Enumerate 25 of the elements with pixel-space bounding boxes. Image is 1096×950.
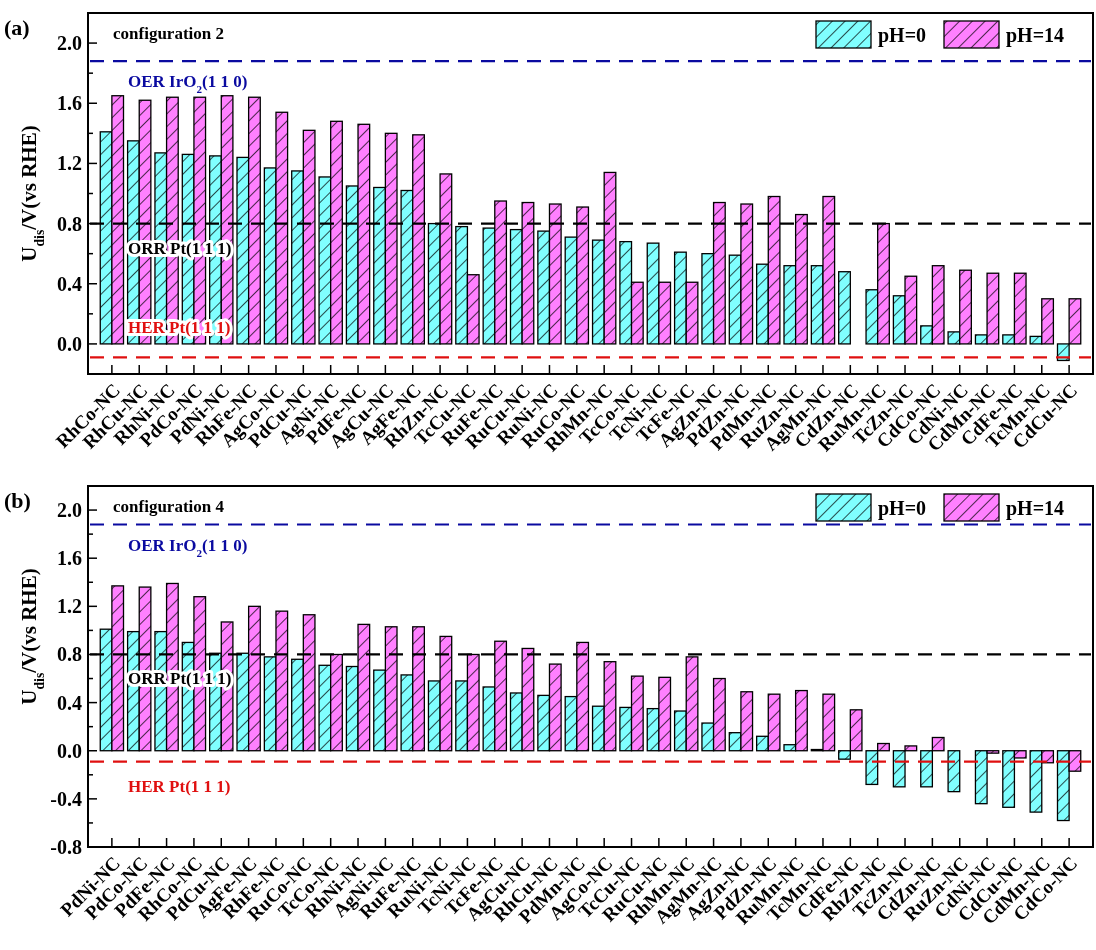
y-tick-label: -0.8 [50, 836, 82, 858]
y-tick-label: 1.6 [57, 547, 82, 570]
y-tick-label: 1.6 [57, 92, 82, 115]
text: (a) [4, 15, 30, 40]
y-tick-label: 2.0 [57, 499, 82, 522]
y-tick-label: 0.4 [57, 691, 82, 714]
ref-line-label: OER IrO$_{2}$(1 1 0) [128, 535, 248, 559]
text: (b) [4, 488, 31, 513]
ref-line-label: HER Pt(1 1 1) [128, 776, 231, 796]
y-tick-label: 0.8 [57, 212, 82, 235]
y-tick-label: 0.0 [57, 332, 82, 355]
y-tick-label: 0.0 [57, 739, 82, 762]
y-tick-label: 1.2 [57, 152, 82, 175]
legend-label: pH=0 [878, 497, 927, 520]
legend-label: pH=0 [878, 24, 927, 47]
ref-line-label: OER IrO$_{2}$(1 1 0) [128, 72, 248, 96]
y-tick-label: 2.0 [57, 32, 82, 55]
text: configuration 4 [113, 497, 225, 516]
legend-label: pH=14 [1006, 24, 1065, 47]
text: configuration 2 [113, 24, 224, 43]
y-tick-label: 0.8 [57, 643, 82, 666]
legend-label: pH=14 [1006, 497, 1065, 520]
y-tick-label: 1.2 [57, 595, 82, 618]
y-tick-label: 0.4 [57, 272, 82, 295]
y-tick-label: -0.4 [50, 787, 82, 810]
